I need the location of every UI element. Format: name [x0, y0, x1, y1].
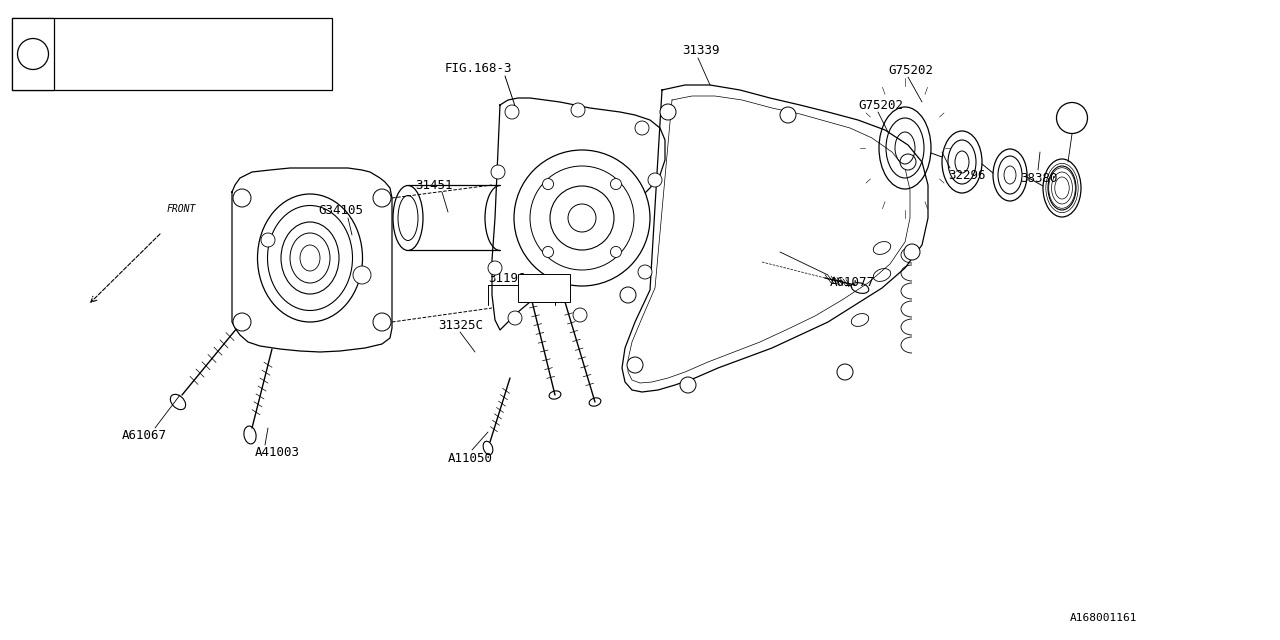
Text: 31196: 31196: [488, 271, 526, 285]
Text: A61067: A61067: [122, 429, 166, 442]
Circle shape: [233, 313, 251, 331]
Circle shape: [680, 377, 696, 393]
Text: G75202: G75202: [858, 99, 902, 111]
Bar: [12, 18, 54, 90]
Circle shape: [837, 364, 852, 380]
Circle shape: [627, 357, 643, 373]
Text: 31451: 31451: [415, 179, 453, 191]
Circle shape: [530, 166, 634, 270]
Circle shape: [508, 311, 522, 325]
Circle shape: [506, 105, 518, 119]
Circle shape: [488, 261, 502, 275]
Text: 31339: 31339: [682, 44, 719, 56]
Circle shape: [637, 265, 652, 279]
Circle shape: [571, 103, 585, 117]
Circle shape: [492, 165, 506, 179]
Text: <'05MY0504-        >: <'05MY0504- >: [147, 67, 282, 77]
Circle shape: [543, 179, 553, 189]
Text: 1: 1: [1069, 113, 1075, 123]
Circle shape: [620, 287, 636, 303]
Text: 38380: 38380: [1020, 172, 1057, 184]
Text: A11050: A11050: [448, 451, 493, 465]
Text: G93107: G93107: [59, 67, 100, 77]
Circle shape: [573, 308, 588, 322]
Circle shape: [233, 189, 251, 207]
Text: A41003: A41003: [255, 445, 300, 458]
Circle shape: [568, 204, 596, 232]
Circle shape: [780, 107, 796, 123]
Text: G34105: G34105: [317, 204, 364, 216]
Text: FIG.168-3: FIG.168-3: [445, 61, 512, 74]
Text: FRONT: FRONT: [166, 204, 196, 214]
Circle shape: [372, 313, 390, 331]
Text: <       -'05MY0504>: < -'05MY0504>: [147, 31, 275, 41]
Circle shape: [900, 154, 916, 170]
Text: G93102: G93102: [59, 31, 100, 41]
Text: 32296: 32296: [948, 168, 986, 182]
Bar: [518, 274, 570, 302]
Circle shape: [515, 150, 650, 286]
Text: 1: 1: [29, 49, 36, 59]
Circle shape: [660, 104, 676, 120]
Circle shape: [353, 266, 371, 284]
Text: A168001161: A168001161: [1070, 613, 1138, 623]
Circle shape: [904, 244, 920, 260]
Circle shape: [648, 173, 662, 187]
Circle shape: [611, 179, 622, 189]
Circle shape: [543, 246, 553, 257]
Text: A61077: A61077: [829, 275, 876, 289]
Circle shape: [18, 38, 49, 70]
Circle shape: [261, 233, 275, 247]
Circle shape: [1056, 102, 1088, 134]
Circle shape: [550, 186, 614, 250]
Text: G75202: G75202: [888, 63, 933, 77]
Circle shape: [372, 189, 390, 207]
Bar: [12, 18, 332, 90]
Text: 31325C: 31325C: [438, 319, 483, 332]
Circle shape: [611, 246, 622, 257]
Circle shape: [635, 121, 649, 135]
